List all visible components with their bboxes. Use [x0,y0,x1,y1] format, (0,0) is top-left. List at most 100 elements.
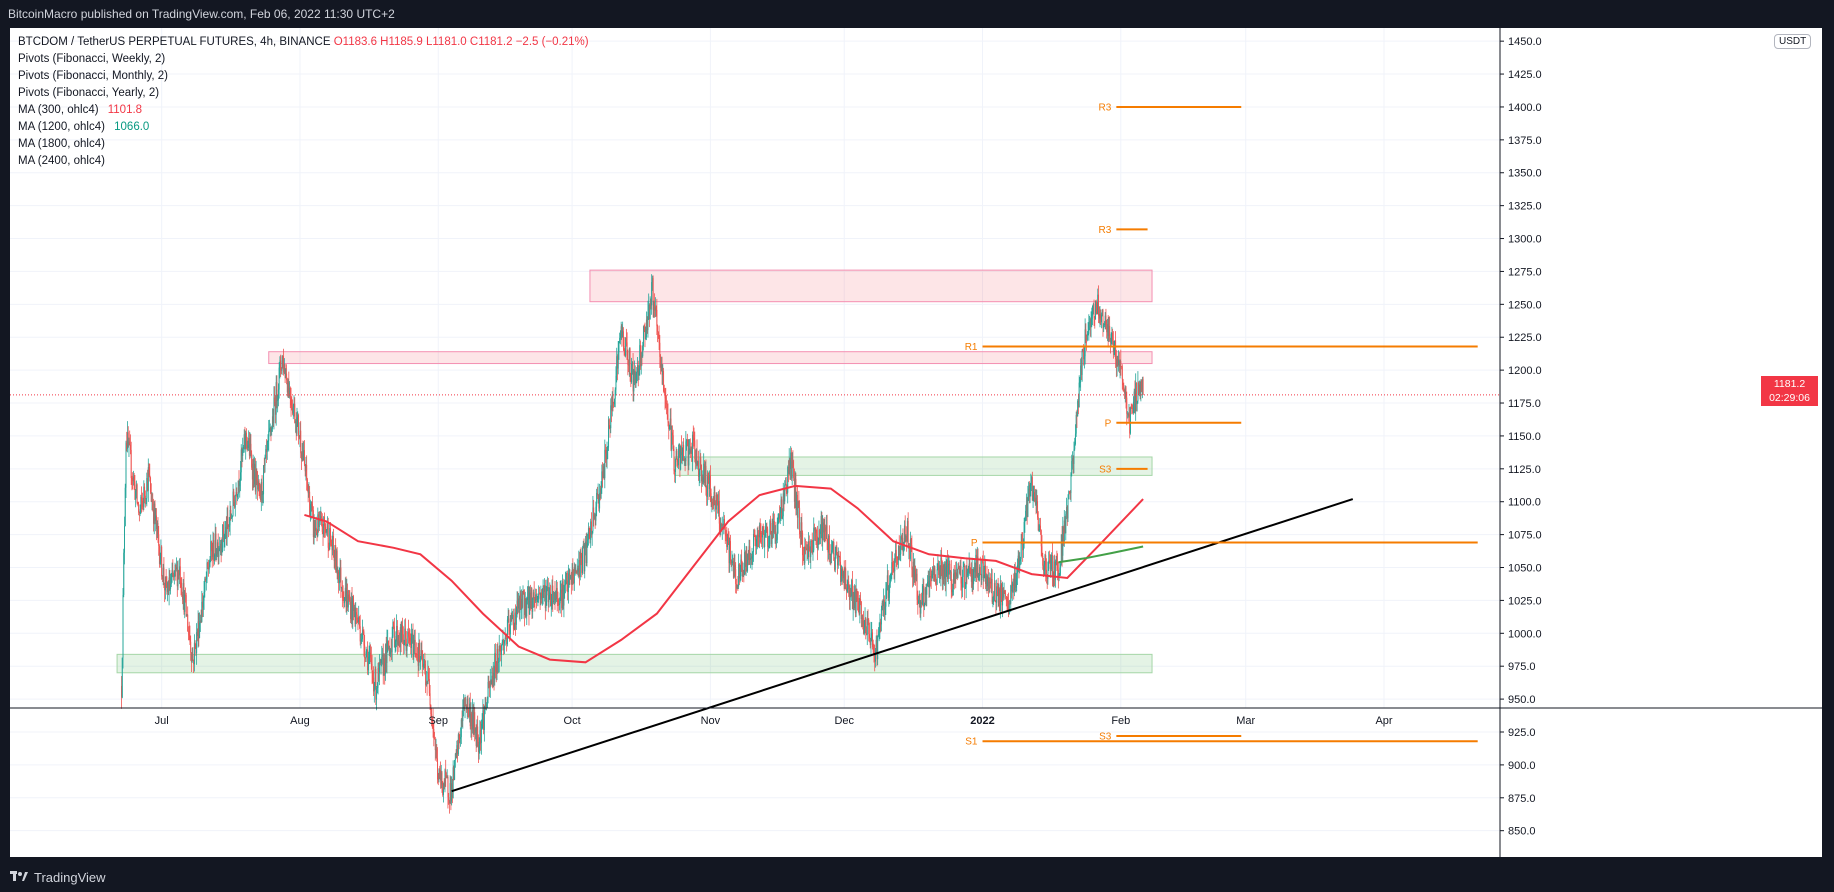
candle-body [913,561,915,580]
candle-body [405,628,407,639]
candle-body [790,452,792,470]
candle-body [813,527,815,531]
candle-body [221,547,223,554]
candle-body [443,783,445,787]
candle-body [593,514,595,516]
candle-body [341,587,343,597]
indicator-row[interactable]: MA (2400, ohlc4) [18,153,589,170]
indicator-row[interactable]: Pivots (Fibonacci, Weekly, 2) [18,51,589,68]
price-tick-label: 1075.0 [1508,530,1542,542]
candle-body [222,524,224,548]
candle-body [489,683,491,688]
candle-body [281,356,283,371]
candle-body [234,495,236,508]
candle-body [747,553,749,571]
tradingview-logo[interactable]: TradingView [10,870,106,885]
candle-body [170,576,172,585]
candle-body [454,753,456,761]
indicator-row[interactable]: MA (300, ohlc4) 1101.8 [18,102,589,119]
price-tick-label: 1100.0 [1508,497,1541,509]
candle-body [946,560,948,567]
candle-body [298,435,300,438]
candle-body [127,432,129,446]
candle-body [1140,380,1142,394]
candle-body [1095,301,1097,304]
legend-symbol-row[interactable]: BTCDOM / TetherUS PERPETUAL FUTURES, 4h,… [18,34,589,51]
candle-body [1026,504,1028,517]
candle-body [808,541,810,552]
candle-body [675,450,677,460]
candle-body [430,705,432,715]
candle-body [642,346,644,357]
candle-body [945,566,947,585]
candle-body [479,730,481,745]
candle-body [810,540,812,558]
indicator-row[interactable]: MA (1800, ohlc4) [18,136,589,153]
price-tick-label: 1125.0 [1508,464,1541,476]
candle-body [335,550,337,571]
candle-body [664,393,666,399]
candle-body [748,546,750,561]
candle-body [539,593,541,600]
candle-body [471,710,473,730]
candle-body [489,680,491,688]
candle-body [806,548,808,551]
candle-body [155,515,157,521]
candle-body [358,616,360,623]
candle-body [397,640,399,645]
candle-body [874,656,876,662]
candle-body [921,595,923,604]
candle-body [229,509,231,526]
candle-body [963,565,965,567]
candle-body [686,439,688,441]
candle-body [292,407,294,414]
candle-body [1016,573,1018,580]
candle-body [846,589,848,591]
price-tick-label: 900.0 [1508,760,1536,772]
candle-body [779,513,781,520]
candle-body [918,594,920,601]
candle-body [306,479,308,489]
candle-body [147,467,149,491]
candle-body [388,647,390,649]
candle-body [222,524,224,540]
candle-body [719,523,721,533]
candle-body [1086,335,1088,340]
candle-body [162,567,164,580]
candle-body [1142,379,1144,395]
candle-body [832,542,834,549]
candle-body [966,565,968,576]
candle-body [554,592,556,601]
indicator-row[interactable]: Pivots (Fibonacci, Yearly, 2) [18,85,589,102]
candle-body [178,570,180,576]
candle-body [396,625,398,645]
last-price-tag: 1181.2 02:29:06 [1761,376,1818,406]
candle-body [912,561,914,577]
candle-body [944,563,946,585]
candle-body [823,527,825,533]
candle-body [280,360,282,371]
candle-body [788,459,790,474]
candle-body [1066,506,1068,519]
candle-body [938,563,940,575]
candle-body [1080,365,1082,383]
candle-body [297,415,299,418]
candle-body [408,631,410,637]
candle-body [1124,389,1126,394]
candle-body [947,560,949,580]
candle-body [796,494,798,510]
candle-body [689,448,691,453]
candle-body [955,572,957,577]
indicator-row[interactable]: MA (1200, ohlc4) 1066.0 [18,119,589,136]
candle-body [770,533,772,544]
indicator-row[interactable]: Pivots (Fibonacci, Monthly, 2) [18,68,589,85]
chart-svg[interactable]: R3 R3 R1 P S3 P S3 S1 850.0 875.0 900.0 925.0 950.0 9… [10,28,1822,857]
candle-body [598,494,600,509]
candle-body [140,496,142,510]
symbol-label: BTCDOM / TetherUS PERPETUAL FUTURES, 4h,… [18,36,331,48]
candle-body [150,477,152,493]
currency-badge[interactable]: USDT [1774,34,1812,49]
candle-body [805,548,807,551]
chart-area[interactable]: R3 R3 R1 P S3 P S3 S1 850.0 875.0 900.0 925.0 950.0 9… [10,28,1822,857]
candle-body [952,588,954,593]
